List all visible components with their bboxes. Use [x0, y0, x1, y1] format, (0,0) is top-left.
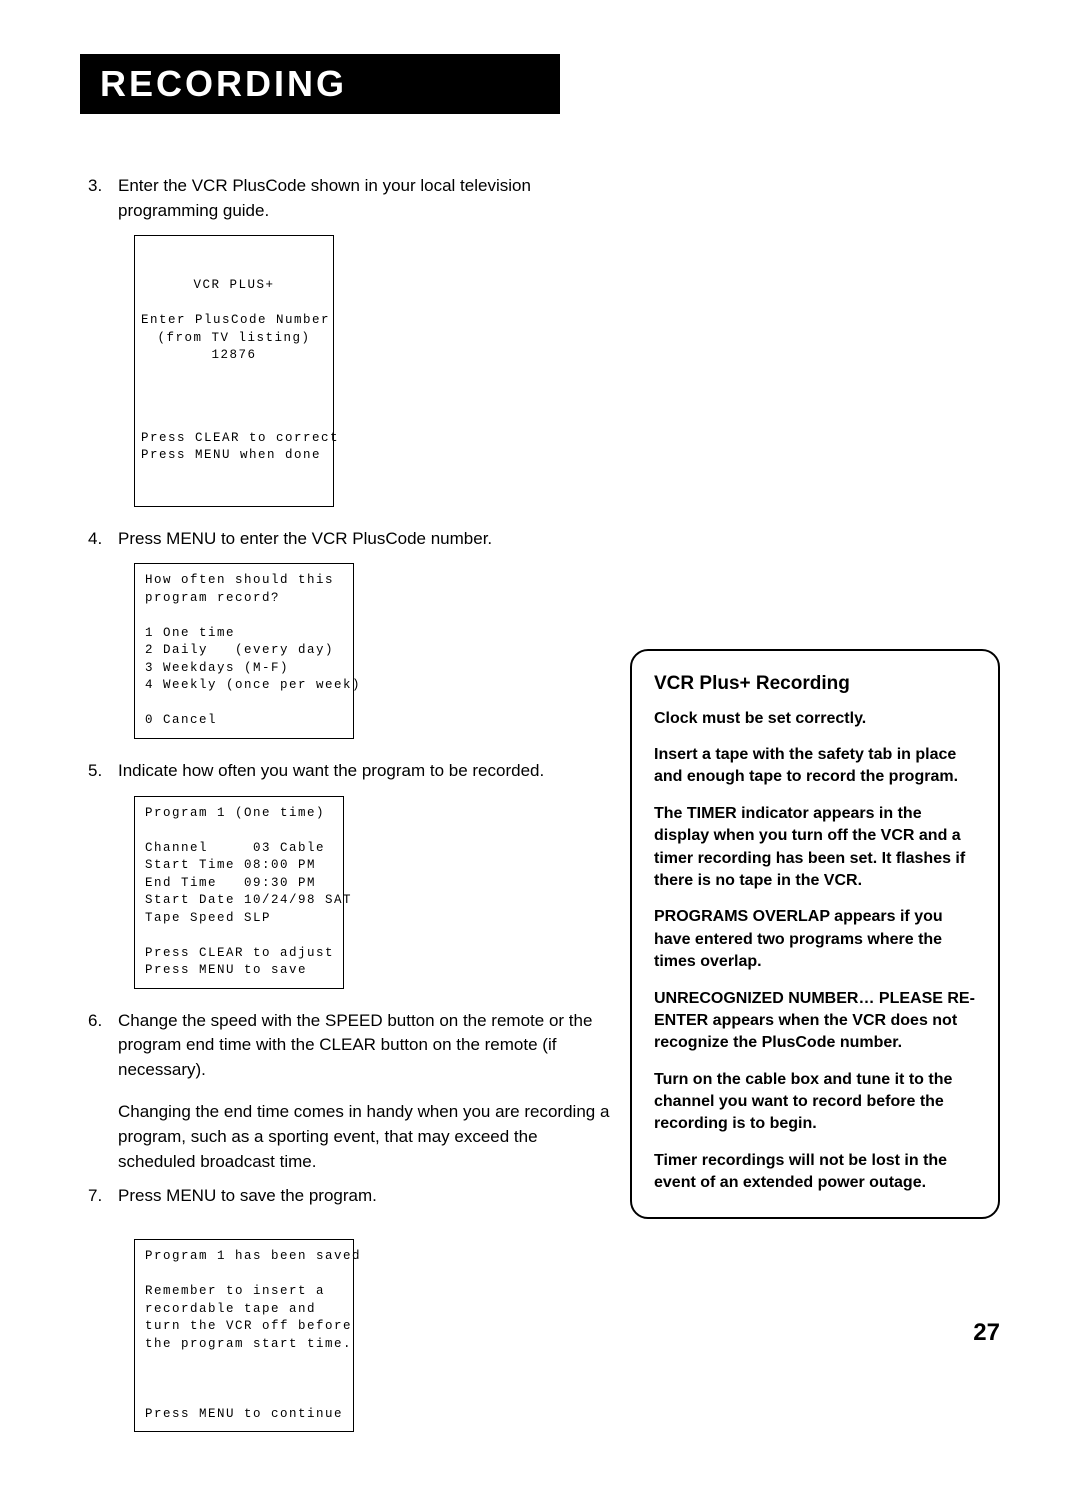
right-column: VCR Plus+ Recording Clock must be set co…: [630, 174, 1000, 1452]
step-6: 6. Change the speed with the SPEED butto…: [88, 1009, 610, 1175]
info-heading: VCR Plus+ Recording: [654, 671, 976, 698]
step-text: Change the speed with the SPEED button o…: [118, 1009, 610, 1175]
screen-vcr-plus: VCR PLUS+ Enter PlusCode Number (from TV…: [134, 235, 334, 507]
step-number: 4.: [88, 527, 118, 552]
step-paragraph: Changing the end time comes in handy whe…: [118, 1100, 610, 1174]
screen-frequency: How often should this program record? 1 …: [134, 563, 354, 739]
info-paragraph: Clock must be set correctly.: [654, 708, 976, 730]
screen-saved: Program 1 has been saved Remember to ins…: [134, 1239, 354, 1432]
step-number: 6.: [88, 1009, 118, 1175]
info-box: VCR Plus+ Recording Clock must be set co…: [630, 649, 1000, 1219]
step-3: 3. Enter the VCR PlusCode shown in your …: [88, 174, 610, 223]
screen-program-details: Program 1 (One time) Channel 03 Cable St…: [134, 796, 344, 989]
step-5: 5. Indicate how often you want the progr…: [88, 759, 610, 784]
step-number: 5.: [88, 759, 118, 784]
info-paragraph: UNRECOGNIZED NUMBER… PLEASE RE-ENTER app…: [654, 988, 976, 1055]
step-number: 7.: [88, 1184, 118, 1209]
step-text: Indicate how often you want the program …: [118, 759, 610, 784]
step-paragraph: Change the speed with the SPEED button o…: [118, 1009, 610, 1083]
info-paragraph: The TIMER indicator appears in the displ…: [654, 803, 976, 893]
step-7: 7. Press MENU to save the program.: [88, 1184, 610, 1209]
step-text: Press MENU to save the program.: [118, 1184, 610, 1209]
step-text: Enter the VCR PlusCode shown in your loc…: [118, 174, 610, 223]
info-paragraph: Insert a tape with the safety tab in pla…: [654, 744, 976, 789]
screen-text: Press CLEAR to correct Press MENU when d…: [141, 430, 327, 465]
section-title: RECORDING: [80, 54, 560, 114]
info-paragraph: Timer recordings will not be lost in the…: [654, 1150, 976, 1195]
page: RECORDING 3. Enter the VCR PlusCode show…: [0, 0, 1080, 1502]
left-column: 3. Enter the VCR PlusCode shown in your …: [80, 174, 610, 1452]
info-paragraph: Turn on the cable box and tune it to the…: [654, 1069, 976, 1136]
page-number: 27: [973, 1319, 1000, 1347]
info-paragraph: PROGRAMS OVERLAP appears if you have ent…: [654, 906, 976, 973]
content-area: 3. Enter the VCR PlusCode shown in your …: [80, 174, 1000, 1452]
step-number: 3.: [88, 174, 118, 223]
step-4: 4. Press MENU to enter the VCR PlusCode …: [88, 527, 610, 552]
step-text: Press MENU to enter the VCR PlusCode num…: [118, 527, 610, 552]
screen-text: VCR PLUS+ Enter PlusCode Number (from TV…: [141, 277, 327, 365]
